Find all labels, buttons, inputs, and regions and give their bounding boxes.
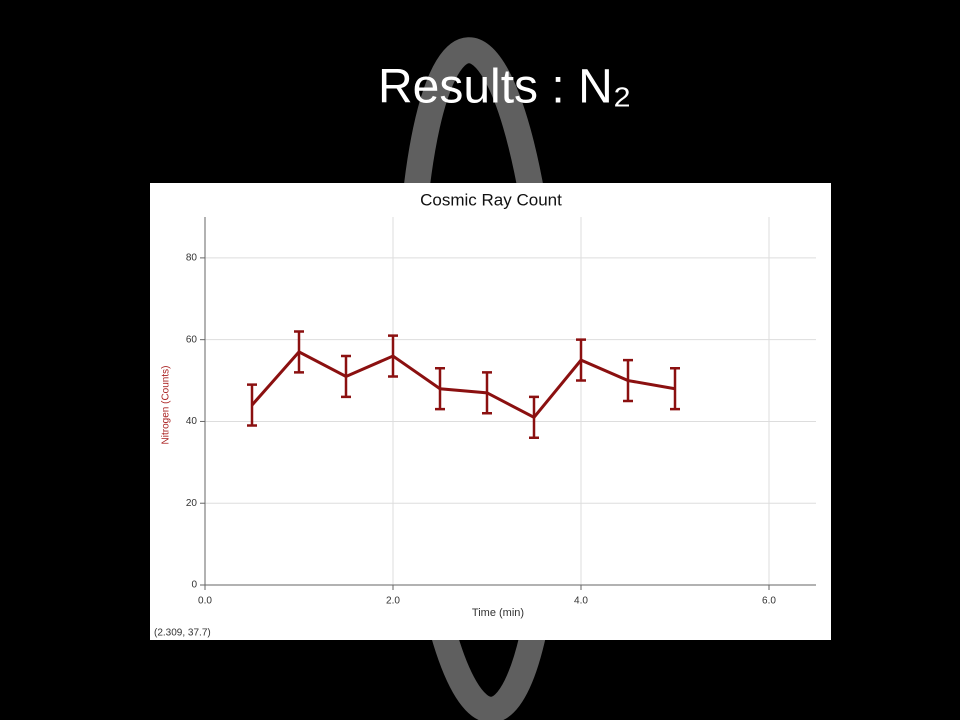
x-tick-label: 4.0 <box>574 596 588 607</box>
data-line <box>250 350 676 420</box>
cursor-readout: (2.309, 37.7) <box>154 628 211 639</box>
error-bar <box>341 354 351 399</box>
chart: Cosmic Ray Count Time (min) Nitrogen (Co… <box>154 190 562 638</box>
error-bar <box>388 334 398 378</box>
error-bar <box>435 367 445 411</box>
error-bar <box>576 338 586 382</box>
chart-panel <box>150 183 831 640</box>
y-tick-label: 60 <box>186 334 198 345</box>
error-bar <box>482 371 492 415</box>
error-bar <box>623 358 633 403</box>
error-bar <box>670 367 680 411</box>
y-tick-label: 20 <box>186 498 198 509</box>
slide-title: Results : N₂ <box>378 61 631 114</box>
error-bar <box>529 395 539 440</box>
y-tick-label: 40 <box>186 416 198 427</box>
x-tick-label: 6.0 <box>762 596 776 607</box>
y-axis-label: Nitrogen (Counts) <box>161 366 172 445</box>
y-tick-label: 80 <box>186 253 198 264</box>
error-bar <box>247 383 257 427</box>
y-tick-label: 0 <box>191 580 197 591</box>
x-tick-label: 2.0 <box>386 596 400 607</box>
x-axis-label: Time (min) <box>472 607 524 619</box>
x-tick-label: 0.0 <box>198 596 212 607</box>
chart-title: Cosmic Ray Count <box>420 190 562 209</box>
error-bar <box>294 330 304 374</box>
